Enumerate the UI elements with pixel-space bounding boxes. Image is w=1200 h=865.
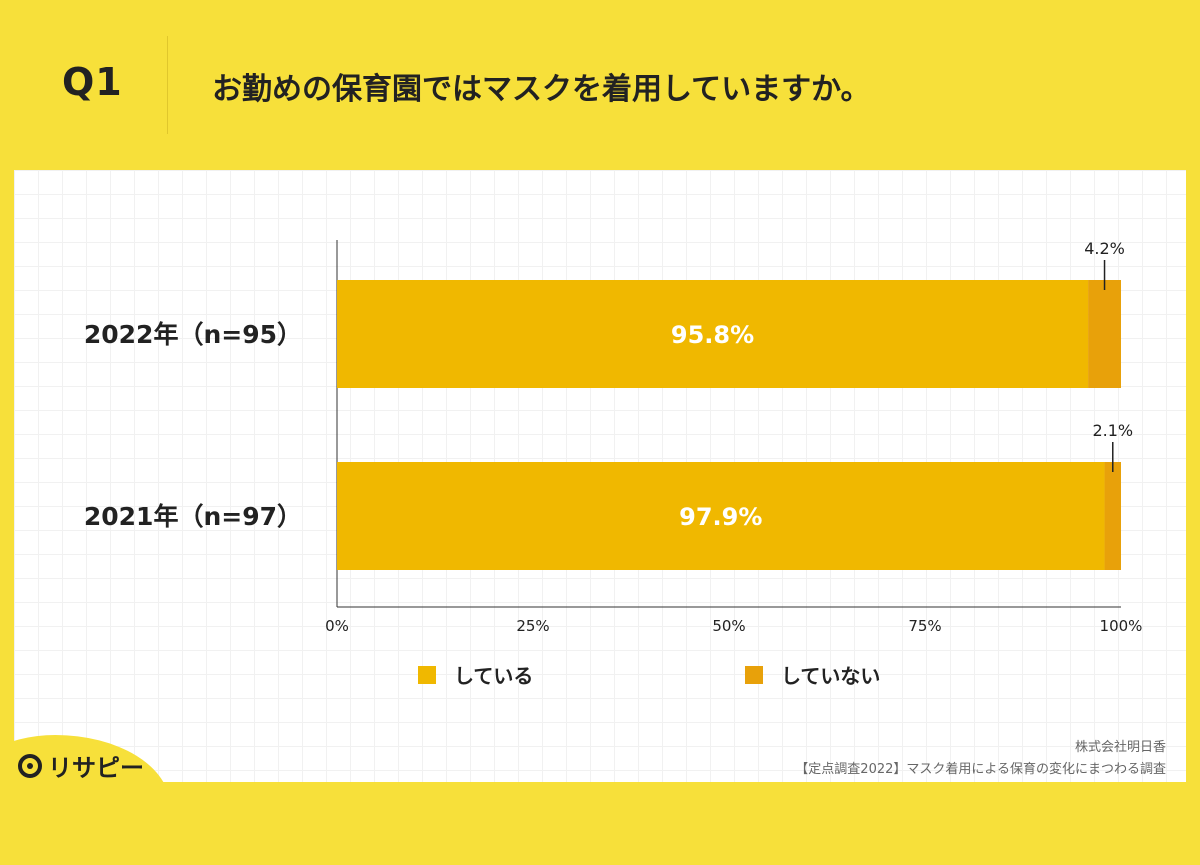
x-tick-label: 50%: [712, 617, 745, 635]
header-divider: [167, 36, 168, 134]
bar-segment: [337, 462, 1105, 570]
logo-text: リサピー: [48, 754, 144, 782]
legend-item-no: していない: [745, 660, 880, 689]
company-credit: 株式会社明日香: [1074, 740, 1166, 755]
question-number: Q1: [62, 60, 123, 104]
x-tick-label: 75%: [908, 617, 941, 635]
legend-swatch-yes: [418, 665, 436, 684]
logo: リサピー: [18, 748, 144, 783]
survey-credit: 【定点調査2022】マスク着用による保育の変化にまつわる調査: [795, 762, 1166, 777]
bar-value-label: 97.9%: [679, 503, 762, 531]
legend-label-yes: している: [454, 664, 534, 688]
x-tick-label: 100%: [1100, 617, 1143, 635]
stacked-bar-chart: 0% 25% 50% 75% 100% 2022年（n=95） 95.8% 4.2% 2021年…: [84, 239, 1143, 635]
legend-swatch-no: [745, 665, 763, 684]
bar-value-label: 2.1%: [1092, 421, 1133, 440]
category-label: 2021年（n=97）: [84, 502, 302, 531]
bar-segment: [1104, 462, 1121, 570]
header: Q1 お勤めの保育園ではマスクを着用していますか。: [0, 0, 1200, 170]
bar-value-label: 95.8%: [671, 321, 754, 349]
category-label: 2022年（n=95）: [84, 320, 302, 349]
x-tick-label: 25%: [516, 617, 549, 635]
legend-item-yes: している: [418, 660, 533, 689]
pin-icon: [18, 753, 42, 778]
bar-segment: [337, 280, 1089, 388]
legend-label-no: していない: [781, 664, 881, 688]
x-tick-label: 0%: [325, 617, 349, 635]
bar-value-label: 4.2%: [1084, 239, 1125, 258]
question-title: お勤めの保育園ではマスクを着用していますか。: [212, 72, 871, 107]
chart-card: 0% 25% 50% 75% 100% 2022年（n=95） 95.8% 4.2% 2021年…: [14, 170, 1186, 782]
bar-segment: [1088, 280, 1121, 388]
